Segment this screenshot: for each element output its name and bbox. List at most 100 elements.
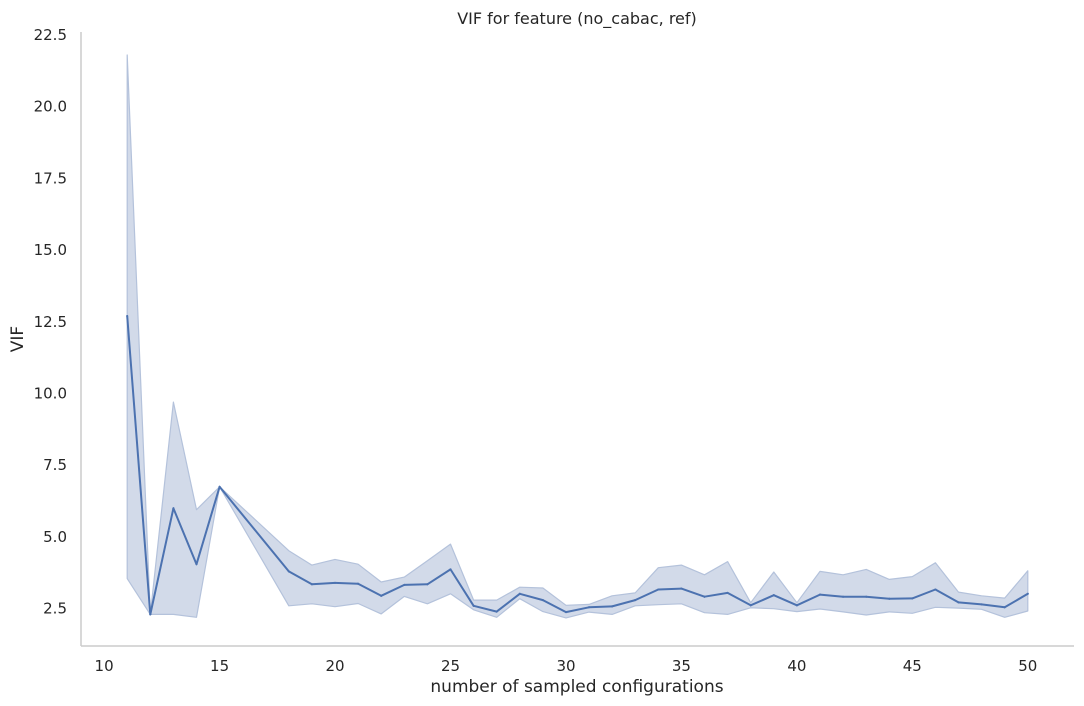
x-tick-label: 25	[441, 657, 460, 675]
series-line-segment	[957, 601, 983, 606]
data-point	[472, 604, 475, 607]
data-point	[218, 485, 221, 488]
series-line-segment	[865, 595, 891, 600]
series-line-segment	[403, 583, 429, 586]
y-tick-label: 5.0	[43, 528, 67, 546]
series-line-segment	[518, 592, 544, 602]
y-axis-label: VIF	[8, 326, 28, 352]
y-tick-label: 7.5	[43, 456, 67, 474]
series-line-segment	[495, 592, 521, 613]
data-point	[172, 507, 175, 510]
x-tick-label: 35	[672, 657, 691, 675]
data-point	[426, 583, 429, 586]
data-point	[518, 592, 521, 595]
series-line-segment	[680, 587, 706, 598]
series-line-segment	[449, 568, 475, 607]
x-axis-label: number of sampled configurations	[430, 677, 723, 697]
confidence-band	[126, 54, 1029, 619]
data-point	[1003, 606, 1006, 609]
series-line-segment	[426, 568, 452, 586]
data-point	[287, 570, 290, 573]
series-line-segment	[588, 605, 614, 609]
data-point	[357, 582, 360, 585]
y-tick-label: 17.5	[34, 169, 67, 187]
data-point	[495, 610, 498, 613]
y-tick-labels: 2.5 5.0 7.5 10.0 12.5 15.0 17.5 20.0 22.5	[34, 26, 67, 618]
y-tick-label: 22.5	[34, 26, 67, 44]
data-point	[310, 583, 313, 586]
data-point	[957, 601, 960, 604]
data-point	[588, 606, 590, 609]
series-line-segment	[565, 606, 590, 614]
x-tick-label: 10	[95, 657, 114, 675]
x-tick-label: 40	[787, 657, 806, 675]
x-tick-label: 30	[556, 657, 575, 675]
series-line-segment	[149, 507, 175, 616]
data-point	[565, 611, 567, 614]
data-point	[772, 594, 775, 597]
series-line-segment	[195, 485, 221, 566]
data-point	[749, 604, 752, 607]
data-point	[126, 315, 129, 317]
series-line-segment	[795, 593, 821, 607]
data-point	[888, 597, 891, 600]
data-point	[449, 568, 452, 571]
series-line-segment	[980, 603, 1006, 609]
data-point	[980, 603, 983, 606]
y-tick-label: 12.5	[34, 313, 67, 331]
series-line-segment	[911, 588, 937, 600]
series-line-segment	[726, 591, 752, 607]
data-point	[403, 583, 406, 586]
series-line-segment	[172, 507, 198, 566]
series-line-layer	[126, 315, 1029, 616]
data-point	[703, 595, 706, 598]
data-point	[380, 594, 383, 597]
y-tick-label: 2.5	[43, 600, 67, 618]
y-tick-label: 20.0	[34, 98, 67, 116]
data-point	[634, 599, 637, 602]
series-line-segment	[703, 591, 729, 598]
data-point	[149, 613, 152, 616]
series-line-segment	[772, 594, 798, 607]
series-line-segment	[472, 604, 498, 613]
series-line-segment	[218, 485, 290, 573]
data-point	[680, 587, 683, 590]
series-line-segment	[126, 315, 152, 616]
data-point	[911, 597, 914, 600]
data-point	[611, 605, 614, 608]
series-line-segment	[357, 582, 383, 597]
series-line-segment	[380, 583, 406, 597]
data-point	[541, 599, 544, 602]
series-line-segment	[541, 599, 567, 614]
confidence-band-layer	[126, 54, 1029, 619]
series-line-segment	[657, 587, 683, 591]
x-tick-label: 45	[903, 657, 922, 675]
series-line-segment	[611, 599, 637, 608]
x-tick-label: 15	[210, 657, 229, 675]
data-point	[657, 588, 660, 591]
series-line-segment	[1003, 592, 1029, 609]
data-point	[334, 581, 336, 584]
series-line-segment	[934, 588, 960, 604]
series-line-segment	[287, 570, 313, 586]
data-point	[795, 604, 798, 607]
data-point	[726, 591, 729, 594]
data-point	[934, 588, 937, 591]
series-line-segment	[310, 581, 336, 586]
chart-title: VIF for feature (no_cabac, ref)	[457, 9, 697, 29]
y-tick-label: 15.0	[34, 241, 67, 259]
series-line-segment	[819, 593, 845, 598]
data-point	[195, 563, 198, 566]
series-line-segment	[749, 594, 775, 607]
x-tick-labels: 10 15 20 25 30 35 40 45 50	[95, 657, 1038, 675]
series-line-segment	[634, 588, 660, 602]
y-tick-label: 10.0	[34, 385, 67, 403]
data-point	[842, 595, 845, 598]
data-point	[1026, 592, 1029, 595]
x-tick-label: 50	[1018, 657, 1037, 675]
data-point	[819, 593, 821, 596]
series-line-segment	[334, 581, 360, 585]
data-point	[865, 595, 868, 598]
x-tick-label: 20	[325, 657, 344, 675]
